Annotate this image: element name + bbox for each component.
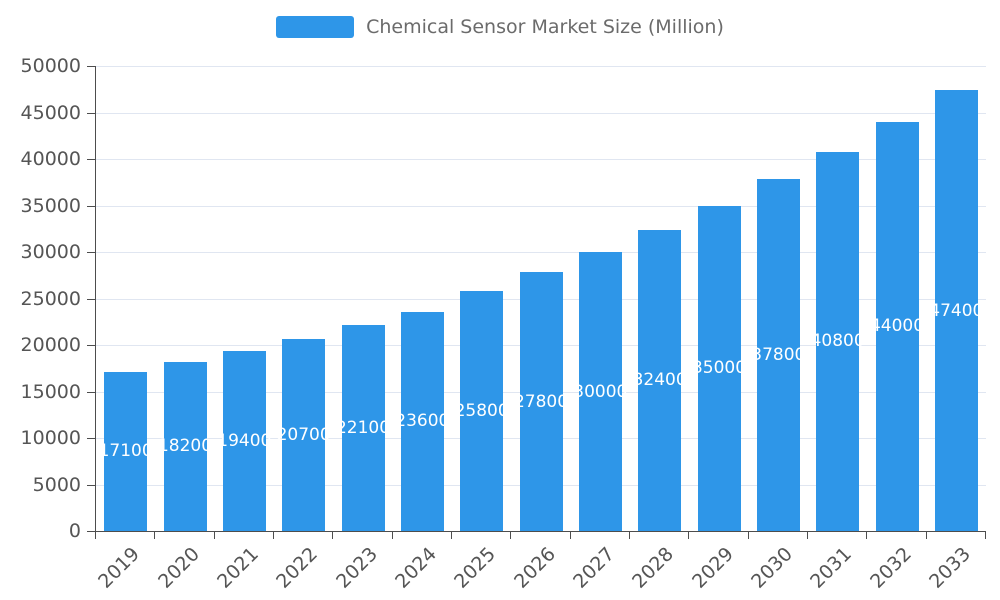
x-axis-tick bbox=[95, 531, 96, 539]
bar-2029[interactable]: 35000 bbox=[692, 205, 746, 531]
bar-value-label: 27800 bbox=[513, 391, 569, 412]
bar-2030[interactable]: 37800 bbox=[751, 179, 805, 531]
x-axis-tick bbox=[273, 531, 274, 539]
bar-2031[interactable]: 40800 bbox=[811, 151, 865, 531]
bar-2023[interactable]: 22100 bbox=[336, 325, 390, 531]
bar-2027[interactable]: 30000 bbox=[573, 252, 627, 531]
bar-2033[interactable]: 47400 bbox=[929, 90, 983, 531]
y-axis-tick bbox=[87, 252, 95, 253]
bar-value-label: 17100 bbox=[98, 441, 153, 462]
bar-value-label: 19400 bbox=[217, 430, 272, 451]
y-axis-tick bbox=[87, 484, 95, 486]
x-axis-tick bbox=[569, 531, 571, 539]
bar-value-label: 44000 bbox=[869, 316, 925, 337]
x-axis-tick-label: 2030 bbox=[747, 543, 797, 593]
bar-value-label: 37800 bbox=[751, 345, 806, 366]
y-axis-tick bbox=[87, 159, 95, 160]
x-axis-tick-label: 2028 bbox=[628, 543, 679, 593]
bar-value-label: 47400 bbox=[929, 300, 984, 321]
bar-2022[interactable]: 20700 bbox=[277, 338, 331, 531]
x-axis-tick bbox=[213, 531, 215, 539]
y-axis: 0 5000 10000 15000 20000 25000 30000 35000 40000… bbox=[0, 0, 81, 600]
x-axis-tick-label: 2032 bbox=[865, 543, 916, 593]
y-axis-tick-label: 35000 bbox=[20, 194, 81, 217]
x-axis-tick-label: 2025 bbox=[450, 543, 501, 593]
x-axis-tick-label: 2022 bbox=[272, 543, 323, 593]
bar-2032[interactable]: 44000 bbox=[870, 121, 924, 531]
bar-value-label: 32400 bbox=[632, 370, 687, 391]
gridline bbox=[96, 205, 986, 207]
y-axis-tick bbox=[87, 438, 95, 439]
bar-2021[interactable]: 19400 bbox=[217, 350, 271, 531]
bar-value-label: 40800 bbox=[810, 331, 865, 352]
bar-value-label: 35000 bbox=[691, 358, 747, 379]
bar-2026[interactable]: 27800 bbox=[514, 272, 568, 531]
x-axis-tick-label: 2029 bbox=[687, 543, 738, 593]
y-axis-tick bbox=[87, 66, 95, 67]
x-axis-tick bbox=[925, 531, 927, 539]
x-axis-tick-label: 2033 bbox=[925, 543, 975, 593]
x-axis-tick-label: 2020 bbox=[153, 543, 204, 593]
y-axis-tick-label: 0 bbox=[68, 520, 81, 542]
legend-label[interactable]: Chemical Sensor Market Size (Million) bbox=[366, 16, 724, 38]
bar-2025[interactable]: 25800 bbox=[455, 291, 509, 531]
y-axis-tick bbox=[87, 531, 95, 532]
y-axis-tick bbox=[87, 112, 95, 114]
x-axis-tick bbox=[332, 531, 334, 539]
bar-value-label: 30000 bbox=[573, 381, 628, 402]
y-axis-tick-label: 40000 bbox=[20, 148, 81, 170]
y-axis-tick-label: 5000 bbox=[32, 473, 81, 496]
bar-value-label: 25800 bbox=[454, 401, 509, 422]
y-axis-tick bbox=[87, 391, 95, 393]
y-axis-tick bbox=[87, 205, 95, 207]
x-axis-tick bbox=[154, 531, 156, 539]
x-axis-tick bbox=[688, 531, 690, 539]
y-axis-tick-label: 15000 bbox=[20, 380, 81, 403]
x-axis-tick-label: 2026 bbox=[509, 543, 560, 593]
bar-2028[interactable]: 32400 bbox=[633, 229, 687, 531]
bar-value-label: 18200 bbox=[157, 436, 213, 457]
bar-value-label: 20700 bbox=[276, 424, 331, 445]
x-axis-tick bbox=[747, 531, 749, 539]
gridline bbox=[96, 112, 986, 114]
x-axis-tick-label: 2031 bbox=[806, 543, 857, 593]
x-axis-tick bbox=[629, 531, 630, 539]
x-axis-tick-label: 2027 bbox=[569, 543, 619, 593]
x-axis-tick bbox=[391, 531, 393, 539]
x-axis-tick bbox=[985, 531, 986, 539]
y-axis-tick-label: 30000 bbox=[20, 241, 81, 263]
legend-swatch[interactable] bbox=[276, 16, 355, 38]
y-axis-tick-label: 10000 bbox=[20, 427, 81, 449]
y-axis-tick bbox=[87, 345, 95, 346]
x-axis-tick-label: 2024 bbox=[391, 543, 441, 593]
gridline bbox=[96, 66, 986, 67]
x-axis-tick bbox=[510, 531, 512, 539]
gridline bbox=[96, 159, 986, 160]
x-axis-tick-label: 2021 bbox=[213, 543, 263, 593]
y-axis-tick-label: 50000 bbox=[20, 55, 81, 77]
y-axis-tick-label: 20000 bbox=[20, 334, 81, 356]
y-axis-tick bbox=[87, 298, 95, 300]
x-axis-tick bbox=[807, 531, 808, 539]
bar-2020[interactable]: 18200 bbox=[158, 361, 212, 531]
bar-value-label: 23600 bbox=[395, 411, 450, 432]
legend: Chemical Sensor Market Size (Million) bbox=[0, 16, 1000, 38]
bar-2024[interactable]: 23600 bbox=[395, 311, 449, 531]
bar-value-label: 22100 bbox=[335, 418, 391, 439]
y-axis-tick-label: 45000 bbox=[20, 101, 81, 124]
x-axis-tick bbox=[451, 531, 452, 539]
gridline bbox=[96, 252, 986, 253]
x-axis-tick-label: 2019 bbox=[94, 543, 145, 593]
bar-2019[interactable]: 17100 bbox=[99, 371, 153, 531]
x-axis-tick-label: 2023 bbox=[331, 543, 382, 593]
x-axis-tick bbox=[866, 531, 868, 539]
plot-area: 17100 18200 19400 20700 22100 23600 25800 27800… bbox=[95, 66, 986, 532]
y-axis-tick-label: 25000 bbox=[20, 287, 81, 310]
